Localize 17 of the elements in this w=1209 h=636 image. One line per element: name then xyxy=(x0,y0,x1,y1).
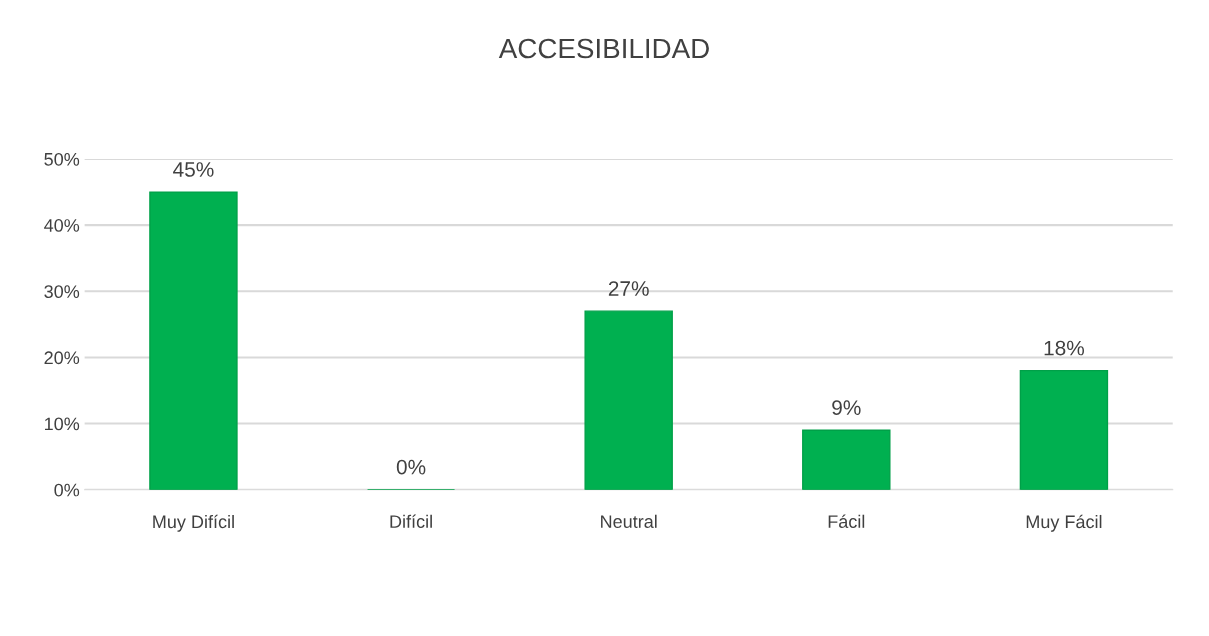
y-tick-label: 0% xyxy=(54,483,80,497)
data-label: 0% xyxy=(396,459,426,475)
data-label: 45% xyxy=(173,162,214,177)
y-tick-label: 40% xyxy=(44,219,80,232)
x-tick-label: Muy Difícil xyxy=(153,514,234,532)
y-tick-label: 30% xyxy=(44,285,80,299)
chart-title: ACCESIBILIDAD xyxy=(498,38,709,59)
y-tick-label: 50% xyxy=(44,152,80,166)
x-tick-label: Muy Fácil xyxy=(1026,514,1102,532)
y-tick-label: 10% xyxy=(45,417,80,431)
x-tick-label: Difícil xyxy=(390,514,432,528)
data-label: 27% xyxy=(608,281,649,296)
x-tick-label: Neutral xyxy=(601,514,657,528)
y-tick-label: 20% xyxy=(44,351,80,365)
data-label: 18% xyxy=(1044,340,1085,356)
data-label: 9% xyxy=(832,400,861,415)
x-tick-label: Fácil xyxy=(828,514,865,528)
